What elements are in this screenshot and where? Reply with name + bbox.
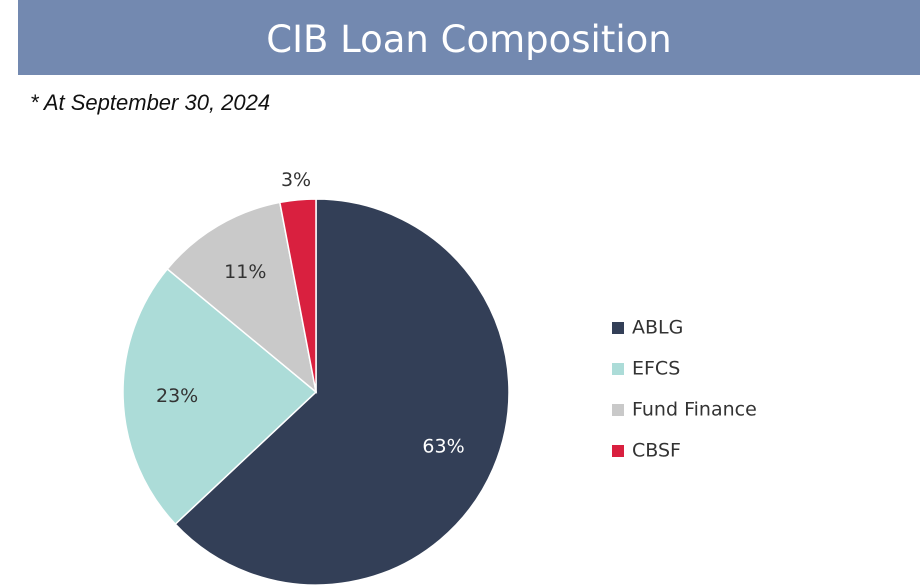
data-label: 3% [281, 169, 311, 191]
pie-slice [166, 201, 318, 394]
legend-swatch [612, 322, 624, 334]
pie-slice [174, 198, 510, 585]
legend-label: EFCS [632, 358, 680, 380]
pie-slice [122, 267, 318, 526]
chart-subtitle: * At September 30, 2024 [30, 90, 271, 115]
data-label: 23% [156, 385, 198, 407]
legend-label: CBSF [632, 440, 681, 462]
legend-swatch [612, 445, 624, 457]
pie-slice [278, 198, 317, 393]
legend-swatch [612, 363, 624, 375]
data-label: 11% [224, 261, 266, 283]
data-label: 63% [422, 436, 464, 458]
chart-title: CIB Loan Composition [266, 18, 672, 61]
legend-label: Fund Finance [632, 399, 757, 421]
legend-label: ABLG [632, 317, 683, 339]
legend-swatch [612, 404, 624, 416]
title-bar [18, 0, 920, 75]
